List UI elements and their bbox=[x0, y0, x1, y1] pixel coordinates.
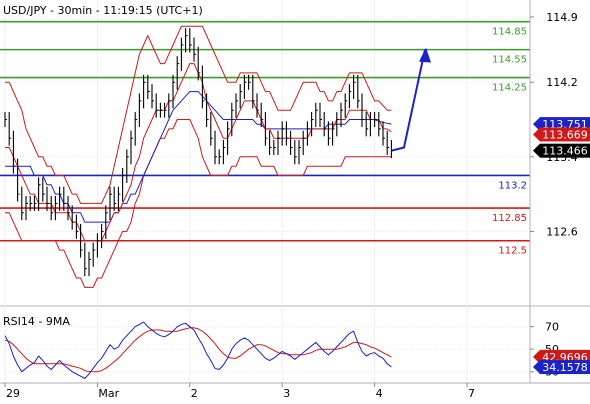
ma-slow-line bbox=[5, 91, 392, 223]
rsi-line bbox=[4, 321, 392, 379]
x-tick-label: 3 bbox=[283, 387, 290, 400]
main-chart-title: USD/JPY - 30min - 11:19:15 (UTC+1) bbox=[3, 4, 203, 17]
price-tag-pointer bbox=[533, 127, 540, 142]
rsi-chart-title: RSI14 - 9MA bbox=[3, 315, 70, 328]
x-tick-label: 29 bbox=[6, 387, 20, 400]
rsi-tag-pointer bbox=[533, 349, 540, 364]
y-tick-label: 114.9 bbox=[546, 11, 578, 24]
rsi-ma-line bbox=[4, 327, 392, 373]
y-tick-label: 112.6 bbox=[546, 225, 578, 238]
rsi-tag-pointer bbox=[533, 360, 540, 375]
level-label: 112.85 bbox=[492, 213, 527, 224]
y-tick-label: 114.2 bbox=[546, 76, 578, 89]
projection-arrow-line bbox=[391, 49, 426, 152]
x-tick-label: 7 bbox=[468, 387, 475, 400]
rsi-tag-label: 34.1578 bbox=[542, 361, 588, 374]
x-tick-label: Mar bbox=[98, 387, 119, 400]
x-tick-label: 2 bbox=[191, 387, 198, 400]
price-tag-label: 113.466 bbox=[542, 145, 588, 158]
price-tag-label: 113.669 bbox=[542, 128, 588, 141]
level-label: 114.85 bbox=[492, 27, 527, 38]
projection-arrowhead bbox=[419, 47, 431, 63]
price-tag-bg bbox=[540, 143, 590, 158]
x-tick-label: 4 bbox=[376, 387, 383, 400]
price-tag-bg bbox=[540, 127, 590, 142]
bollinger-lower-line bbox=[5, 119, 392, 288]
level-label: 113.2 bbox=[498, 180, 527, 191]
price-tag-pointer bbox=[533, 143, 540, 158]
rsi-tag-bg bbox=[540, 360, 590, 375]
level-label: 112.5 bbox=[498, 246, 527, 257]
level-label: 114.25 bbox=[492, 83, 527, 94]
level-label: 114.55 bbox=[492, 55, 527, 66]
bollinger-upper-line bbox=[5, 25, 392, 204]
price-tag-pointer bbox=[533, 117, 540, 132]
rsi-y-tick-label: 70 bbox=[545, 321, 559, 334]
